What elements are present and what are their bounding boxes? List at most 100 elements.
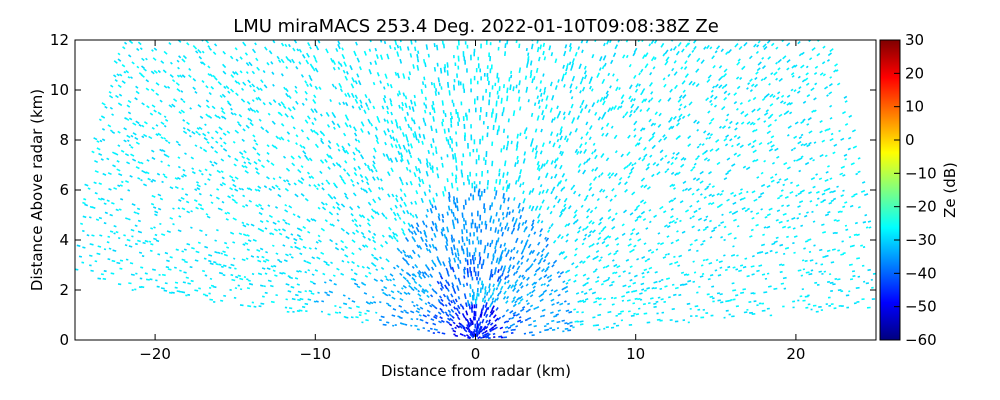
range-gate [610,106,614,112]
range-gate [445,320,451,325]
range-gate [417,167,422,174]
range-gate [591,54,595,59]
range-gate [655,248,659,251]
range-gate [763,291,768,294]
range-gate [542,115,545,121]
range-gate [693,162,697,166]
range-gate [677,264,681,267]
range-gate [176,88,181,93]
range-gate [501,212,505,216]
range-gate [380,279,384,283]
range-gate [674,261,679,264]
range-gate [177,156,181,159]
range-gate [330,261,333,265]
range-gate [812,158,815,162]
range-gate [539,150,543,155]
range-gate [751,273,755,276]
range-gate [857,206,861,209]
range-gate [814,65,819,69]
range-gate [864,214,868,217]
range-gate [461,236,464,243]
range-gate [499,204,502,210]
range-gate [131,203,136,206]
range-gate [241,221,245,225]
range-gate [346,260,350,264]
range-gate [739,198,744,201]
range-gate [837,278,841,281]
range-gate [406,210,410,215]
range-gate [589,76,593,81]
range-gate [687,42,691,46]
range-gate [435,88,438,92]
range-gate [308,74,312,78]
range-gate [557,79,560,83]
range-gate [540,220,544,224]
range-gate [803,142,808,147]
range-gate [124,153,130,157]
colorbar-tick-label: 20 [905,64,924,82]
range-gate [191,246,195,250]
range-gate [489,303,493,308]
range-gate [229,55,234,60]
range-gate [317,183,321,187]
range-gate [423,58,426,64]
range-gate [491,305,495,311]
range-gate [537,176,541,181]
range-gate [540,315,543,318]
range-gate [313,94,317,99]
range-gate [276,55,280,60]
range-gate [798,212,801,216]
range-gate [399,45,402,51]
range-gate [691,215,695,218]
range-gate [221,110,226,115]
range-gate [245,71,249,75]
range-gate [410,287,415,292]
range-gate [750,265,755,268]
range-gate [319,159,325,164]
range-gate [599,188,603,193]
range-gate [181,187,184,191]
range-gate [605,278,610,282]
range-gate [405,166,409,171]
range-gate [413,172,417,178]
range-gate [174,185,179,190]
range-gate [831,190,836,193]
range-gate [599,56,603,62]
range-gate [135,85,139,89]
range-gate [556,320,561,324]
range-gate [515,84,518,89]
range-gate [716,45,721,50]
range-gate [547,229,551,233]
range-gate [613,263,618,268]
range-gate [659,242,665,246]
range-gate [183,271,187,274]
range-gate [721,189,725,193]
range-gate [458,322,462,326]
range-gate [519,298,524,302]
range-gate [433,107,436,114]
range-gate [693,40,697,44]
range-gate [424,104,428,109]
range-gate [182,55,187,60]
range-gate [840,210,843,213]
range-gate [844,224,848,227]
range-gate [527,243,532,249]
range-gate [282,271,286,275]
range-gate [651,173,655,178]
range-gate [87,187,91,190]
range-gate [300,177,305,181]
range-gate [301,102,305,106]
range-gate [710,201,715,206]
range-gate [554,195,558,200]
range-gate [488,327,493,331]
range-gate [807,238,812,242]
range-gate [132,132,137,136]
colorbar-tick-label: 0 [905,131,915,149]
range-gate [390,143,394,148]
range-gate [628,84,633,90]
range-gate [388,226,392,231]
range-gate [415,303,419,307]
range-gate [625,291,630,294]
range-gate [166,230,171,234]
range-gate [851,270,856,273]
